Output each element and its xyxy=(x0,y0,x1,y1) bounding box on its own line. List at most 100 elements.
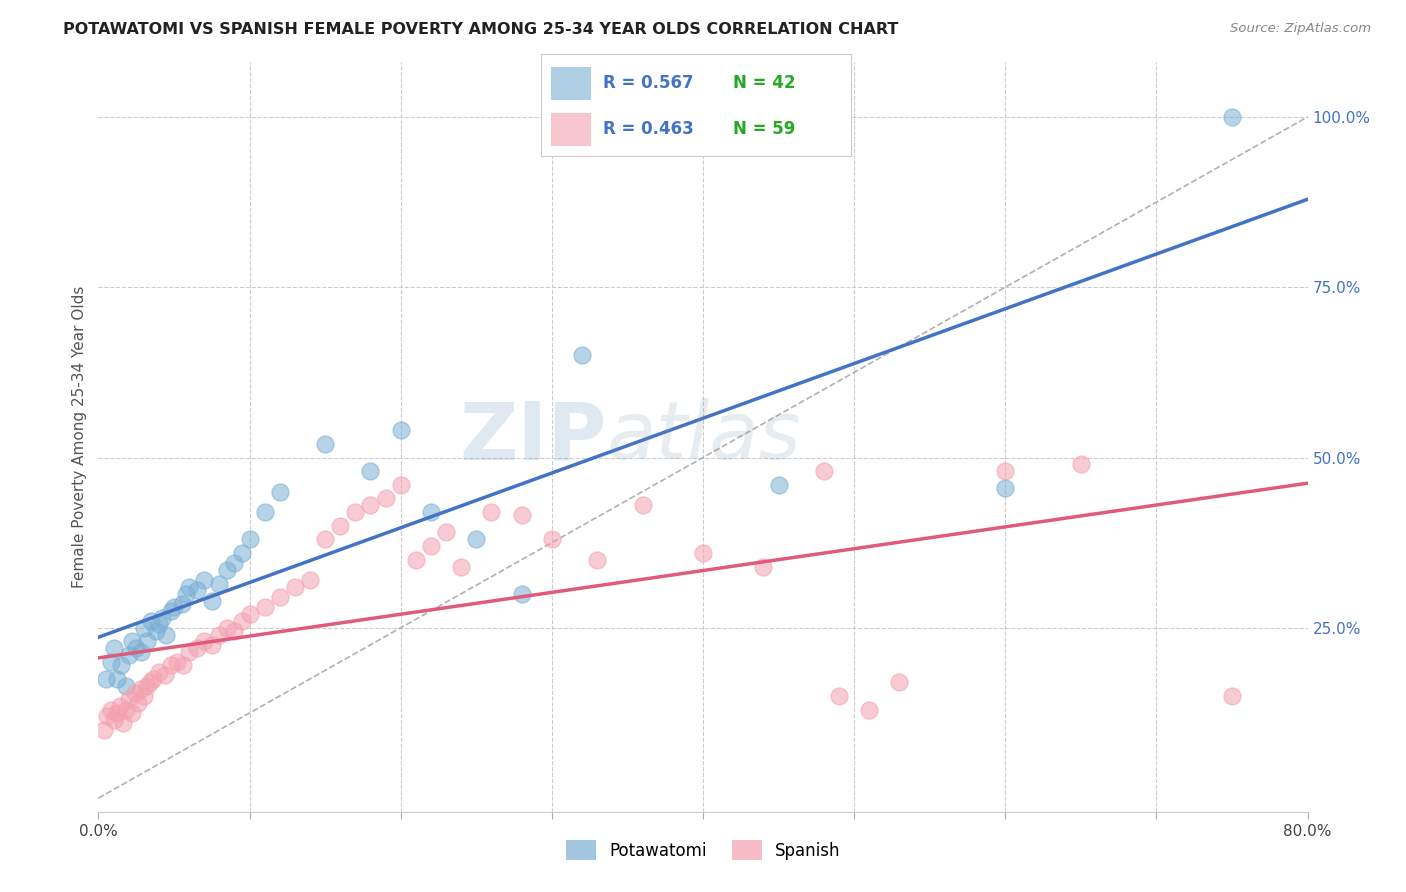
Point xyxy=(405,552,427,566)
Point xyxy=(571,348,593,362)
Point xyxy=(118,692,141,706)
Point xyxy=(105,672,128,686)
Point xyxy=(193,634,215,648)
Text: ZIP: ZIP xyxy=(458,398,606,476)
Point xyxy=(201,638,224,652)
Y-axis label: Female Poverty Among 25-34 Year Olds: Female Poverty Among 25-34 Year Olds xyxy=(72,286,87,588)
Point xyxy=(269,590,291,604)
Point xyxy=(1220,110,1243,124)
Point xyxy=(994,481,1017,495)
Point xyxy=(141,614,163,628)
Point xyxy=(329,518,352,533)
Point xyxy=(121,706,143,720)
Point xyxy=(127,696,149,710)
Point xyxy=(172,658,194,673)
Point xyxy=(314,437,336,451)
Point xyxy=(314,533,336,547)
Point xyxy=(160,658,183,673)
Point xyxy=(94,672,117,686)
Point xyxy=(142,672,165,686)
Point xyxy=(465,533,488,547)
Point xyxy=(510,587,533,601)
Point xyxy=(108,699,131,714)
Point xyxy=(224,624,246,639)
Point xyxy=(215,563,238,577)
Point xyxy=(239,607,262,622)
Point xyxy=(224,556,246,570)
Point xyxy=(160,604,183,618)
Point xyxy=(284,580,307,594)
Point xyxy=(179,645,201,659)
Point xyxy=(103,641,125,656)
Text: N = 59: N = 59 xyxy=(733,120,796,138)
FancyBboxPatch shape xyxy=(551,113,591,145)
Point xyxy=(889,675,911,690)
Point xyxy=(299,573,322,587)
FancyBboxPatch shape xyxy=(551,67,591,100)
Point xyxy=(125,641,148,656)
Point xyxy=(344,505,367,519)
Point xyxy=(215,621,238,635)
Point xyxy=(434,525,457,540)
Point xyxy=(813,464,835,478)
Text: POTAWATOMI VS SPANISH FEMALE POVERTY AMONG 25-34 YEAR OLDS CORRELATION CHART: POTAWATOMI VS SPANISH FEMALE POVERTY AMO… xyxy=(63,22,898,37)
Point xyxy=(110,658,132,673)
Point xyxy=(139,675,162,690)
Point xyxy=(231,546,253,560)
Point xyxy=(155,627,177,641)
Point xyxy=(150,610,173,624)
Point xyxy=(269,484,291,499)
Point xyxy=(193,573,215,587)
Text: N = 42: N = 42 xyxy=(733,74,796,92)
Point xyxy=(239,533,262,547)
Point xyxy=(135,634,157,648)
Point xyxy=(231,614,253,628)
Point xyxy=(631,498,654,512)
Point xyxy=(121,634,143,648)
Point xyxy=(858,702,880,716)
Point xyxy=(111,716,134,731)
Point xyxy=(360,498,382,512)
Point xyxy=(1070,458,1092,472)
Point xyxy=(360,464,382,478)
Text: atlas: atlas xyxy=(606,398,801,476)
Point xyxy=(114,702,136,716)
Point xyxy=(1220,689,1243,703)
Point xyxy=(118,648,141,662)
Point xyxy=(208,576,231,591)
Point xyxy=(186,583,208,598)
Point xyxy=(186,641,208,656)
Point xyxy=(586,552,609,566)
Point xyxy=(179,580,201,594)
Point xyxy=(135,679,157,693)
Point xyxy=(100,655,122,669)
Point xyxy=(105,706,128,720)
Point xyxy=(768,477,790,491)
Point xyxy=(114,679,136,693)
Point xyxy=(132,689,155,703)
Legend: Potawatomi, Spanish: Potawatomi, Spanish xyxy=(560,833,846,867)
Text: R = 0.567: R = 0.567 xyxy=(603,74,693,92)
Point xyxy=(692,546,714,560)
Point xyxy=(994,464,1017,478)
Point xyxy=(129,682,152,697)
Point xyxy=(450,559,472,574)
Point xyxy=(481,505,503,519)
Point xyxy=(828,689,851,703)
Point xyxy=(163,600,186,615)
Point xyxy=(148,665,170,679)
Point xyxy=(153,668,176,682)
Point xyxy=(253,505,276,519)
Point xyxy=(510,508,533,523)
Point xyxy=(129,645,152,659)
Point xyxy=(174,587,197,601)
Point xyxy=(208,627,231,641)
Point xyxy=(103,713,125,727)
Point xyxy=(389,423,412,437)
Point xyxy=(100,702,122,716)
Text: Source: ZipAtlas.com: Source: ZipAtlas.com xyxy=(1230,22,1371,36)
Point xyxy=(253,600,276,615)
Point xyxy=(374,491,396,506)
Point xyxy=(166,655,188,669)
Point xyxy=(93,723,115,737)
